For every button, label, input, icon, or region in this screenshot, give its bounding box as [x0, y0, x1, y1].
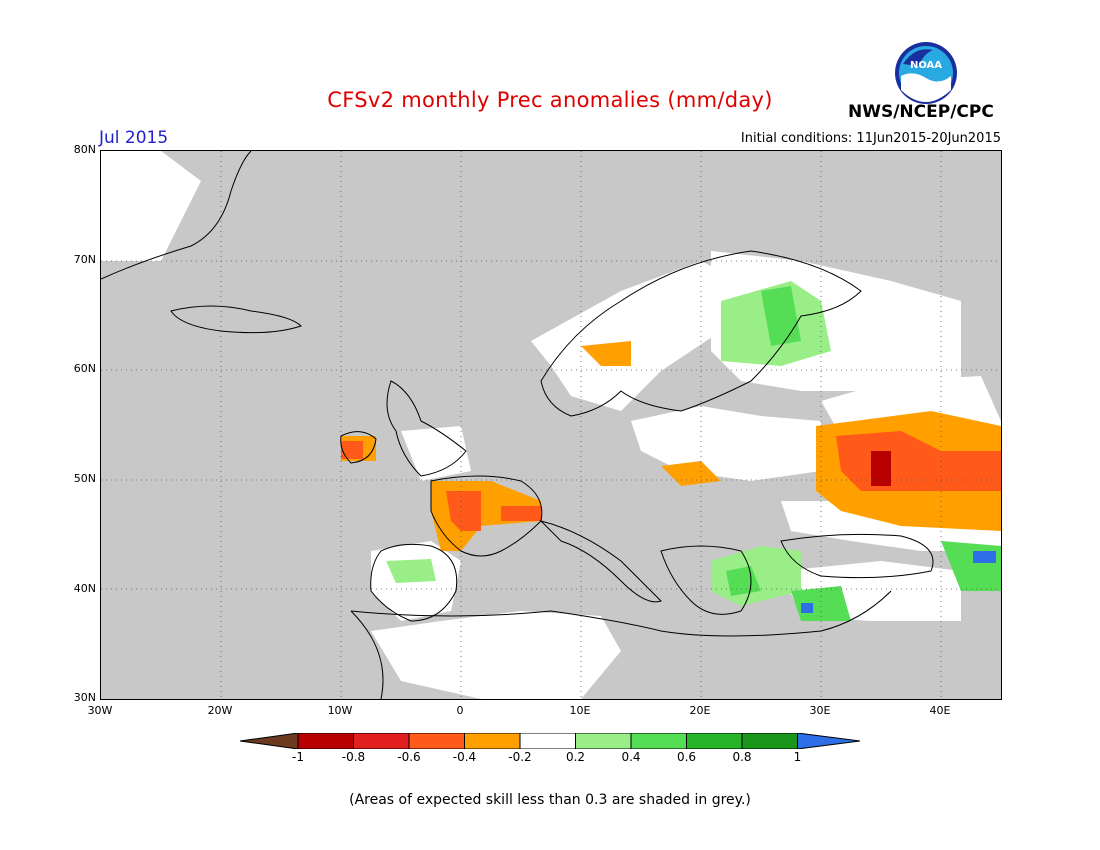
lon-tick-30w: 30W: [87, 704, 113, 717]
forecast-month: Jul 2015: [99, 128, 169, 148]
noaa-logo: NOAA: [893, 40, 959, 106]
lat-tick-30: 30N: [73, 691, 96, 704]
north-africa-white: [371, 611, 621, 699]
colorbar-tick-label: -0.4: [452, 750, 477, 764]
colorbar-segment: [630, 733, 687, 749]
coastlines: [101, 151, 934, 699]
scandinavia-white: [531, 261, 741, 411]
svg-text:NOAA: NOAA: [910, 60, 942, 71]
graticule: [101, 151, 1001, 699]
colorbar-segment: [686, 733, 743, 749]
initial-conditions: Initial conditions: 11Jun2015-20Jun2015: [740, 131, 1001, 146]
chart-title: CFSv2 monthly Prec anomalies (mm/day): [327, 88, 773, 112]
turkey-blue: [801, 603, 813, 613]
colorbar: [240, 733, 860, 749]
colorbar-tick-label: 0.2: [565, 750, 586, 764]
colorbar-segment: [575, 733, 632, 749]
britain-white: [401, 426, 471, 481]
lon-tick-10w: 10W: [327, 704, 353, 717]
colorbar-segment: [408, 733, 465, 749]
caucasus-blue: [973, 551, 996, 563]
colorbar-tick-label: -0.6: [397, 750, 421, 764]
central-europe-white: [631, 406, 821, 481]
lat-tick-40: 40N: [73, 582, 96, 595]
lon-tick-0: 0: [456, 704, 464, 717]
colorbar-segment: [741, 733, 798, 749]
colorbar-segment-below-min: [240, 733, 299, 749]
lat-tick-50: 50N: [73, 472, 96, 485]
lon-tick-20e: 20E: [689, 704, 711, 717]
colorbar-tick-label: -0.2: [508, 750, 532, 764]
france-red: [446, 491, 481, 531]
greenland-region: [101, 151, 201, 261]
norway-orange: [581, 341, 631, 366]
lon-tick-40e: 40E: [929, 704, 951, 717]
skill-footnote: (Areas of expected skill less than 0.3 a…: [349, 792, 751, 808]
finland-green-dark: [761, 286, 801, 346]
colorbar-tick-label: -1: [292, 750, 304, 764]
colorbar-tick-label: 0.4: [621, 750, 641, 764]
colorbar-tick-label: 0.6: [676, 750, 697, 764]
lat-tick-70: 70N: [73, 253, 96, 266]
colorbar-segment: [519, 733, 576, 749]
colorbar-segment-above-max: [797, 733, 860, 749]
ireland-red: [341, 441, 363, 459]
colorbar-tick-label: -0.8: [341, 750, 366, 764]
france-red-east: [501, 506, 541, 521]
lon-tick-30e: 30E: [809, 704, 831, 717]
lat-tick-60: 60N: [73, 362, 96, 375]
iberia-green: [386, 559, 436, 583]
colorbar-tick-label: 1: [793, 750, 802, 764]
balkans-green-dark: [726, 566, 761, 596]
colorbar-segment: [353, 733, 410, 749]
colorbar-tick-label: 0.8: [732, 750, 752, 764]
lat-tick-80: 80N: [73, 143, 96, 156]
lon-tick-10e: 10E: [569, 704, 591, 717]
colorbar-segment: [297, 733, 354, 749]
colorbar-segment: [464, 733, 521, 749]
russia-darkred: [871, 451, 891, 486]
agency-label: NWS/NCEP/CPC: [848, 102, 994, 122]
anomaly-map: [100, 150, 1002, 700]
lon-tick-20w: 20W: [207, 704, 233, 717]
